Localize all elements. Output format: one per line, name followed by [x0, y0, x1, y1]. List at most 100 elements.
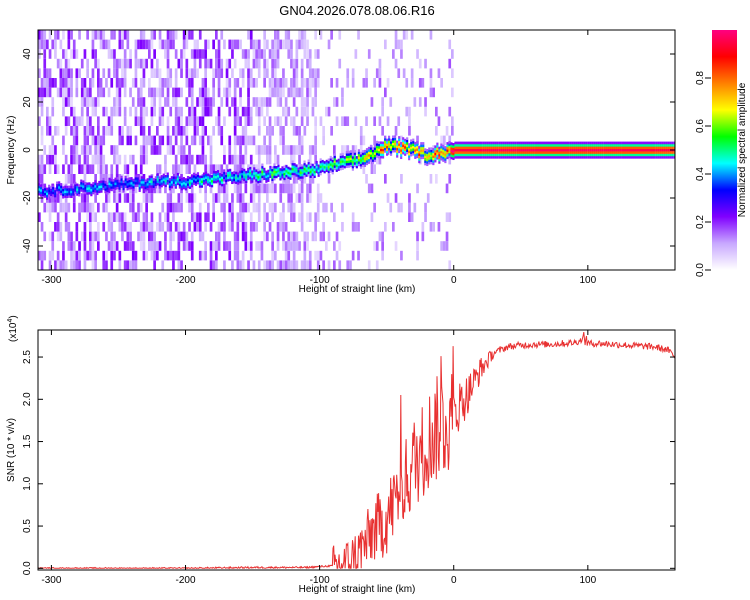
ridge-cell — [534, 146, 538, 150]
ridge-cell — [265, 175, 268, 179]
ridge-cell — [663, 151, 666, 154]
ridge-cell — [213, 170, 216, 174]
ridge-cell — [589, 148, 592, 152]
ridge-cell — [542, 148, 546, 152]
ridge-cell — [86, 189, 89, 193]
noise-cell — [67, 241, 71, 251]
noise-cell — [148, 135, 151, 146]
ridge-cell — [56, 181, 59, 185]
ridge-cell — [575, 141, 578, 145]
noise-cell — [300, 39, 304, 50]
noise-cell — [38, 174, 41, 184]
ridge-cell — [506, 151, 509, 154]
noise-cell — [271, 183, 274, 194]
noise-cell — [40, 174, 44, 184]
ridge-cell — [148, 185, 151, 188]
noise-cell — [255, 183, 258, 194]
ridge-cell — [585, 144, 588, 147]
ridge-cell — [468, 156, 471, 159]
ridge-cell — [257, 183, 260, 186]
noise-cell — [86, 145, 89, 155]
ridge-cell — [502, 151, 505, 154]
ridge-cell — [329, 167, 332, 171]
ridge-cell — [365, 157, 369, 161]
noise-cell — [40, 30, 44, 40]
y-tick-label: -40 — [22, 238, 33, 253]
ridge-cell — [68, 195, 71, 198]
noise-cell — [70, 250, 73, 261]
noise-cell — [295, 106, 299, 117]
ridge-cell — [186, 183, 190, 186]
ridge-cell — [42, 188, 45, 192]
noise-cell — [233, 135, 237, 146]
ridge-cell — [673, 153, 675, 157]
ridge-cell — [478, 156, 481, 159]
ridge-cell — [506, 144, 509, 147]
noise-cell — [62, 30, 65, 40]
noise-cell — [225, 193, 229, 203]
ridge-cell — [466, 144, 469, 147]
ridge-cell — [456, 156, 459, 159]
noise-cell — [46, 202, 49, 213]
ridge-cell — [367, 154, 371, 157]
noise-cell — [166, 49, 170, 59]
noise-cell — [174, 250, 178, 261]
ridge-cell — [623, 153, 626, 157]
ridge-cell — [146, 185, 149, 189]
noise-cell — [64, 154, 68, 165]
noise-cell — [443, 135, 446, 146]
noise-cell — [236, 164, 240, 174]
noise-cell — [72, 135, 76, 146]
ridge-cell — [476, 141, 479, 145]
ridge-cell — [432, 162, 435, 166]
ridge-cell — [38, 190, 41, 194]
noise-cell — [180, 154, 183, 165]
noise-cell — [260, 241, 264, 251]
noise-cell — [123, 154, 127, 165]
ridge-cell — [414, 151, 417, 155]
ridge-cell — [297, 169, 300, 173]
noise-cell — [252, 222, 256, 232]
noise-cell — [322, 260, 325, 270]
noise-cell — [188, 30, 191, 40]
noise-cell — [284, 106, 288, 117]
ridge-cell — [506, 156, 509, 159]
ridge-cell — [573, 151, 576, 154]
noise-cell — [110, 241, 114, 251]
noise-cell — [145, 193, 148, 203]
ridge-cell — [271, 176, 274, 179]
ridge-cell — [571, 153, 574, 157]
noise-cell — [215, 49, 218, 59]
ridge-cell — [118, 184, 121, 188]
ridge-cell — [247, 175, 250, 178]
noise-cell — [115, 97, 119, 107]
noise-cell — [217, 116, 221, 126]
ridge-cell — [520, 148, 523, 152]
ridge-cell — [661, 146, 664, 150]
noise-cell — [249, 231, 253, 242]
ridge-cell — [472, 151, 475, 154]
ridge-cell — [233, 178, 236, 182]
ridge-cell — [512, 153, 515, 157]
noise-cell — [408, 193, 411, 203]
noise-cell — [97, 30, 100, 40]
noise-cell — [182, 49, 186, 59]
ridge-cell — [617, 144, 620, 147]
noise-cell — [38, 39, 41, 50]
ridge-cell — [524, 148, 527, 152]
ridge-cell — [315, 170, 318, 174]
noise-cell — [233, 39, 237, 50]
ridge-cell — [229, 178, 232, 182]
noise-cell — [169, 202, 173, 213]
ridge-cell — [144, 184, 147, 187]
ridge-cell — [198, 182, 202, 186]
noise-cell — [166, 202, 170, 213]
ridge-cell — [506, 146, 509, 150]
noise-cell — [172, 145, 175, 155]
ridge-cell — [156, 173, 159, 176]
ridge-cell — [361, 162, 365, 165]
ridge-cell — [333, 162, 336, 166]
noise-cell — [113, 68, 116, 78]
ridge-cell — [659, 148, 662, 152]
